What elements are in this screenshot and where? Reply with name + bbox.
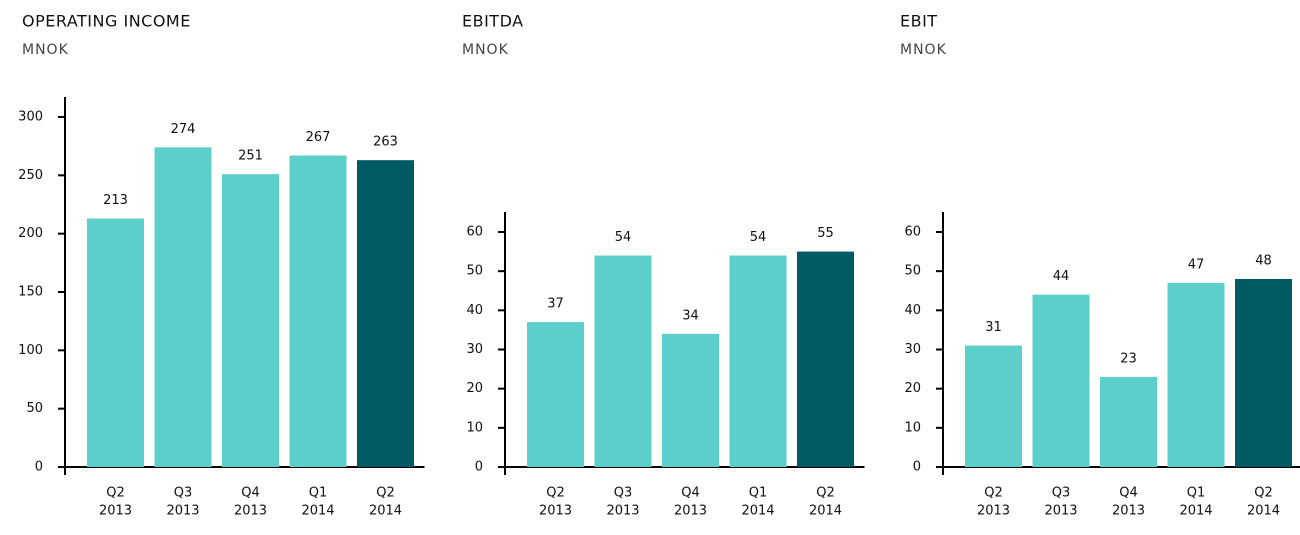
x-tick-label: 2014 xyxy=(369,504,402,519)
y-tick-label: 10 xyxy=(904,420,921,435)
y-tick-label: 30 xyxy=(904,342,921,357)
x-tick-label: Q1 xyxy=(1187,486,1206,501)
bar xyxy=(965,345,1022,467)
data-label: 54 xyxy=(750,230,767,245)
data-label: 37 xyxy=(547,297,564,312)
bar xyxy=(222,174,279,467)
bar xyxy=(357,160,414,467)
x-tick-label: 2013 xyxy=(1112,504,1145,519)
y-tick-label: 60 xyxy=(466,225,483,240)
bar xyxy=(1235,279,1292,467)
x-tick-label: 2014 xyxy=(301,504,334,519)
x-tick-label: 2013 xyxy=(234,504,267,519)
y-tick-label: 150 xyxy=(18,285,43,300)
x-tick-label: Q2 xyxy=(546,486,565,501)
x-tick-label: Q2 xyxy=(1254,486,1273,501)
y-tick-label: 20 xyxy=(904,381,921,396)
data-label: 263 xyxy=(373,135,398,150)
x-tick-label: Q2 xyxy=(816,486,835,501)
x-tick-label: Q2 xyxy=(376,486,395,501)
y-tick-label: 50 xyxy=(466,264,483,279)
data-label: 55 xyxy=(817,226,834,241)
x-tick-label: Q3 xyxy=(1052,486,1071,501)
bar xyxy=(289,155,347,467)
y-tick-label: 250 xyxy=(18,168,43,183)
data-label: 274 xyxy=(171,122,196,137)
data-label: 31 xyxy=(985,320,1002,335)
bar xyxy=(1032,294,1090,467)
y-tick-label: 50 xyxy=(904,264,921,279)
y-tick-label: 40 xyxy=(904,303,921,318)
x-tick-label: Q1 xyxy=(749,486,768,501)
chart-title: EBIT xyxy=(900,12,938,31)
data-label: 23 xyxy=(1120,351,1137,366)
y-tick-label: 20 xyxy=(466,381,483,396)
x-tick-label: Q3 xyxy=(174,486,193,501)
data-label: 213 xyxy=(103,193,128,208)
bar xyxy=(797,251,854,467)
y-tick-label: 10 xyxy=(466,420,483,435)
x-tick-label: 2014 xyxy=(741,504,774,519)
bar xyxy=(1100,376,1157,467)
x-tick-label: 2013 xyxy=(674,504,707,519)
y-tick-label: 40 xyxy=(466,303,483,318)
x-tick-label: Q4 xyxy=(1119,486,1138,501)
bar xyxy=(729,255,787,467)
chart-title: EBITDA xyxy=(462,12,524,31)
x-tick-label: Q4 xyxy=(241,486,260,501)
bar xyxy=(662,333,719,467)
x-tick-label: Q3 xyxy=(614,486,633,501)
y-tick-label: 60 xyxy=(904,225,921,240)
y-tick-label: 50 xyxy=(26,401,43,416)
y-tick-label: 30 xyxy=(466,342,483,357)
x-tick-label: 2013 xyxy=(166,504,199,519)
y-tick-label: 0 xyxy=(913,460,921,475)
data-label: 47 xyxy=(1188,257,1205,272)
y-tick-label: 300 xyxy=(18,110,43,125)
data-label: 54 xyxy=(615,230,632,245)
y-tick-label: 0 xyxy=(35,460,43,475)
bar xyxy=(154,147,212,468)
bar xyxy=(594,255,652,467)
data-label: 34 xyxy=(682,308,699,323)
chart-subtitle: MNOK xyxy=(462,42,509,58)
bar xyxy=(1167,282,1225,467)
x-tick-label: 2014 xyxy=(809,504,842,519)
data-label: 48 xyxy=(1255,254,1272,269)
x-tick-label: 2013 xyxy=(99,504,132,519)
x-tick-label: 2014 xyxy=(1247,504,1280,519)
data-label: 267 xyxy=(306,130,331,145)
bar xyxy=(527,322,584,467)
y-tick-label: 100 xyxy=(18,343,43,358)
x-tick-label: Q2 xyxy=(984,486,1003,501)
chart-title: OPERATING INCOME xyxy=(22,12,191,31)
x-tick-label: Q4 xyxy=(681,486,700,501)
y-tick-label: 200 xyxy=(18,226,43,241)
x-tick-label: Q2 xyxy=(106,486,125,501)
x-tick-label: 2013 xyxy=(539,504,572,519)
chart-subtitle: MNOK xyxy=(22,42,69,58)
y-tick-label: 0 xyxy=(475,460,483,475)
bar xyxy=(87,218,144,467)
x-tick-label: 2013 xyxy=(977,504,1010,519)
x-tick-label: Q1 xyxy=(309,486,328,501)
data-label: 251 xyxy=(238,149,263,164)
x-tick-label: 2013 xyxy=(606,504,639,519)
data-label: 44 xyxy=(1053,269,1070,284)
x-tick-label: 2014 xyxy=(1179,504,1212,519)
x-tick-label: 2013 xyxy=(1044,504,1077,519)
chart-subtitle: MNOK xyxy=(900,42,947,58)
